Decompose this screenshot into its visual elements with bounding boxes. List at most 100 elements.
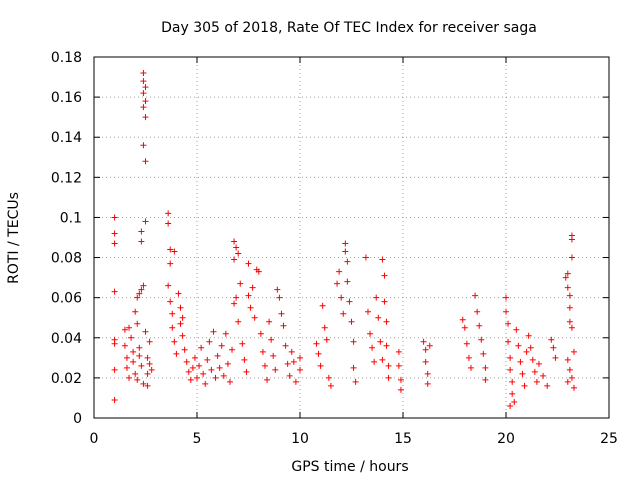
data-point <box>509 390 516 397</box>
data-point <box>231 256 238 263</box>
x-tick-label: 25 <box>600 431 618 447</box>
data-point <box>130 358 137 365</box>
data-point <box>245 260 252 267</box>
data-point <box>235 318 242 325</box>
data-point <box>286 372 293 379</box>
data-point <box>243 368 250 375</box>
data-point <box>568 236 575 243</box>
data-point <box>134 376 141 383</box>
y-tick-label: 0 <box>73 411 82 427</box>
data-point <box>533 378 540 385</box>
data-point <box>142 218 149 225</box>
data-point <box>140 78 147 85</box>
data-point <box>465 354 472 361</box>
data-point <box>515 342 522 349</box>
data-point <box>132 308 139 315</box>
data-point <box>111 288 118 295</box>
data-point <box>138 286 145 293</box>
data-point <box>424 370 431 377</box>
data-point <box>210 328 217 335</box>
data-point <box>327 382 334 389</box>
data-point <box>167 298 174 305</box>
data-point <box>224 360 231 367</box>
data-point <box>239 340 246 347</box>
data-point <box>478 336 485 343</box>
data-point <box>144 354 151 361</box>
x-axis-title: GPS time / hours <box>291 459 408 475</box>
data-point <box>336 268 343 275</box>
data-point <box>482 364 489 371</box>
data-point <box>187 376 194 383</box>
data-point <box>206 338 213 345</box>
data-point <box>245 292 252 299</box>
data-point <box>511 398 518 405</box>
data-point <box>564 378 571 385</box>
y-tick-label: 0.14 <box>51 130 82 146</box>
data-point <box>257 330 264 337</box>
data-point <box>503 294 509 301</box>
data-point <box>165 220 172 227</box>
y-tick-label: 0.1 <box>60 210 82 226</box>
data-point <box>379 356 386 363</box>
data-point <box>216 364 223 371</box>
chart-title: Day 305 of 2018, Rate Of TEC Index for r… <box>161 20 537 36</box>
data-point <box>111 366 118 373</box>
data-point <box>529 356 536 363</box>
data-point <box>397 386 404 393</box>
data-point <box>381 272 388 279</box>
data-point <box>146 338 153 345</box>
data-point <box>570 384 577 391</box>
data-point <box>167 260 174 267</box>
data-point <box>136 344 143 351</box>
data-point <box>231 300 238 307</box>
data-point <box>564 284 571 291</box>
data-point <box>566 366 573 373</box>
data-point <box>507 402 514 409</box>
data-point <box>395 348 402 355</box>
data-point <box>544 382 551 389</box>
data-point <box>191 354 198 361</box>
data-point <box>165 282 172 289</box>
data-point <box>297 354 303 361</box>
data-point <box>111 230 118 237</box>
data-point <box>136 352 143 359</box>
data-point <box>140 90 147 97</box>
data-point <box>397 376 404 383</box>
data-point <box>220 372 227 379</box>
data-point <box>517 358 524 365</box>
data-point <box>383 318 390 325</box>
data-point <box>383 342 390 349</box>
data-point <box>523 348 530 355</box>
data-point <box>229 346 236 353</box>
data-point <box>424 380 431 387</box>
data-point <box>111 396 118 403</box>
data-point <box>237 280 244 287</box>
data-point <box>344 278 351 285</box>
data-point <box>138 238 145 245</box>
x-tick-label: 10 <box>291 431 309 447</box>
data-point <box>513 326 520 333</box>
data-point <box>521 382 528 389</box>
data-point <box>140 104 147 111</box>
data-point <box>480 350 487 357</box>
data-point <box>566 304 573 311</box>
data-point <box>321 324 328 331</box>
data-point <box>202 380 209 387</box>
data-point <box>171 248 178 255</box>
data-point <box>266 318 273 325</box>
data-point <box>142 158 149 165</box>
data-point <box>317 362 324 369</box>
data-point <box>189 364 196 371</box>
data-point <box>507 366 514 373</box>
data-point <box>140 380 147 387</box>
data-point <box>185 368 192 375</box>
data-point <box>472 292 479 299</box>
y-tick-label: 0.12 <box>51 170 82 186</box>
data-point <box>169 310 176 317</box>
data-point <box>142 114 149 121</box>
x-tick-label: 5 <box>193 431 202 447</box>
data-point <box>177 320 184 327</box>
data-point <box>505 320 512 327</box>
data-point <box>134 320 141 327</box>
